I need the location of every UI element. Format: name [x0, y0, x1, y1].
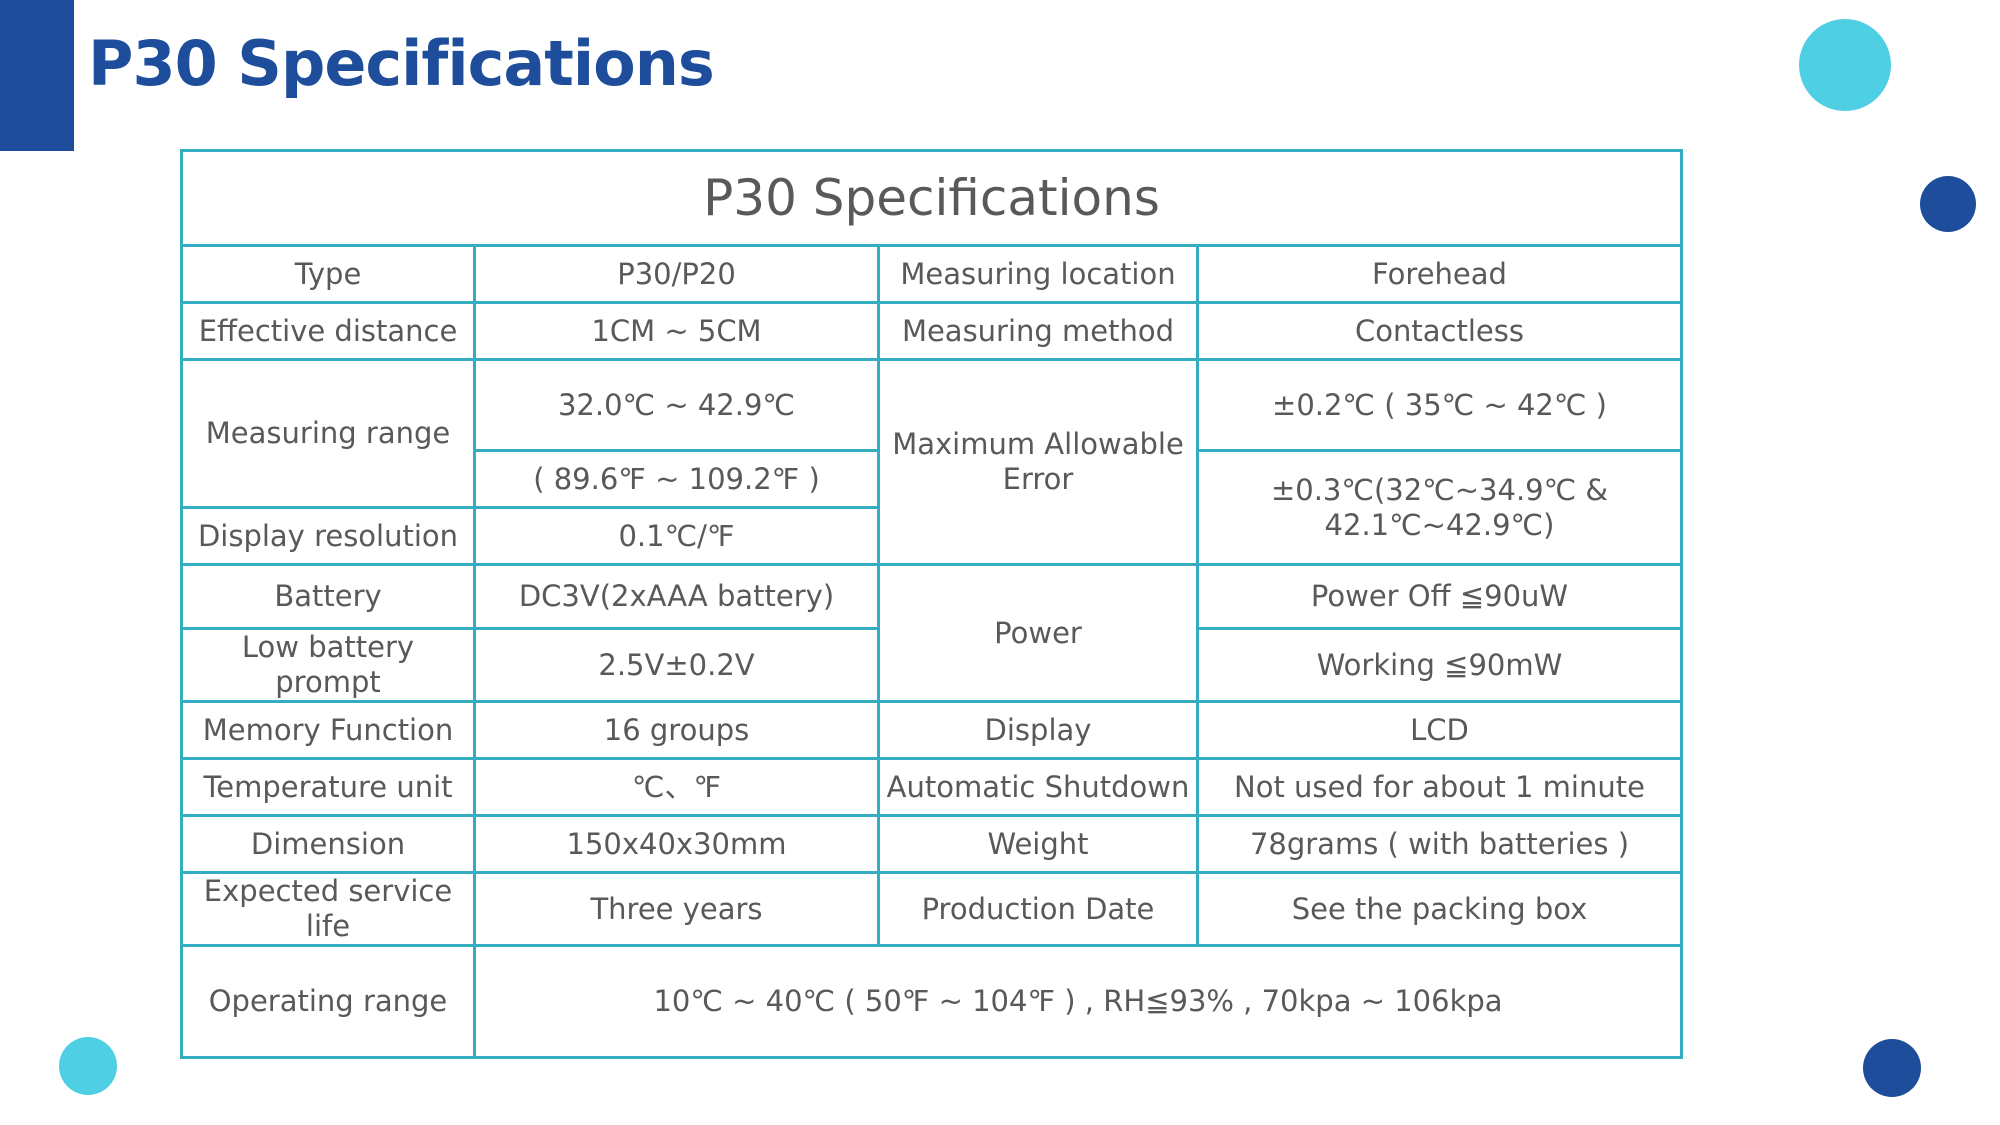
- operating-range-value: 10℃ ~ 40℃ ( 50℉ ~ 104℉ ) , RH≦93% , 70kp…: [473, 944, 1683, 1059]
- service-life-label: Expected service life: [180, 871, 476, 947]
- corner-accent-bar: [0, 0, 74, 151]
- battery-value: DC3V(2xAAA battery): [473, 563, 880, 630]
- measuring-range-fahrenheit: ( 89.6℉ ~ 109.2℉ ): [473, 449, 880, 509]
- table-row: Expected service life Three years Produc…: [180, 871, 1683, 947]
- dimension-value: 150x40x30mm: [473, 814, 880, 874]
- display-label: Display: [877, 700, 1199, 760]
- power-off-value: Power Off ≦90uW: [1196, 563, 1683, 630]
- decorative-dot-blue-right: [1920, 176, 1976, 232]
- measuring-range-celsius: 32.0℃ ~ 42.9℃: [473, 358, 880, 452]
- operating-range-label: Operating range: [180, 944, 476, 1059]
- decorative-dot-cyan-bottom: [59, 1037, 117, 1095]
- table-title-row: P30 Specifications: [180, 149, 1683, 247]
- type-value: P30/P20: [473, 244, 880, 304]
- table-row: Effective distance 1CM ~ 5CM Measuring m…: [180, 301, 1683, 361]
- max-error-value-1: ±0.2℃ ( 35℃ ~ 42℃ ): [1196, 358, 1683, 452]
- service-life-value: Three years: [473, 871, 880, 947]
- table-row: Type P30/P20 Measuring location Forehead: [180, 244, 1683, 304]
- max-error-label: Maximum Allowable Error: [877, 358, 1199, 566]
- table-title: P30 Specifications: [180, 149, 1683, 247]
- battery-label: Battery: [180, 563, 476, 630]
- table-row: Memory Function 16 groups Display LCD: [180, 700, 1683, 760]
- memory-label: Memory Function: [180, 700, 476, 760]
- auto-shutdown-value: Not used for about 1 minute: [1196, 757, 1683, 817]
- table-row: ( 89.6℉ ~ 109.2℉ ) ±0.3℃(32℃~34.9℃ & 42.…: [182, 449, 1683, 566]
- max-error-value-2: ±0.3℃(32℃~34.9℃ & 42.1℃~42.9℃): [1196, 449, 1683, 566]
- table-row: Battery DC3V(2xAAA battery) Power Power …: [180, 563, 1683, 703]
- max-error-value-2-line2: 42.1℃~42.9℃): [1324, 507, 1555, 542]
- dimension-label: Dimension: [180, 814, 476, 874]
- effective-distance-label: Effective distance: [180, 301, 476, 361]
- measuring-location-label: Measuring location: [877, 244, 1199, 304]
- power-working-value: Working ≦90mW: [1196, 627, 1683, 703]
- table-row: Measuring range 32.0℃ ~ 42.9℃ Maximum Al…: [180, 358, 1683, 566]
- measuring-range-label: Measuring range: [180, 358, 476, 509]
- production-date-value: See the packing box: [1196, 871, 1683, 947]
- power-label: Power: [877, 563, 1199, 703]
- max-error-value-2-line1: ±0.3℃(32℃~34.9℃ &: [1270, 472, 1609, 507]
- effective-distance-value: 1CM ~ 5CM: [473, 301, 880, 361]
- weight-value: 78grams ( with batteries ): [1196, 814, 1683, 874]
- page-title: P30 Specifications: [88, 27, 715, 100]
- specifications-table: P30 Specifications Type P30/P20 Measurin…: [180, 149, 1683, 1059]
- low-battery-value: 2.5V±0.2V: [473, 627, 880, 703]
- type-label: Type: [180, 244, 476, 304]
- temp-unit-value: ℃、℉: [473, 757, 880, 817]
- production-date-label: Production Date: [877, 871, 1199, 947]
- table-row: Display resolution 0.1℃/℉: [180, 506, 1682, 566]
- display-value: LCD: [1196, 700, 1683, 760]
- decorative-dot-blue-bottom: [1863, 1039, 1921, 1097]
- auto-shutdown-label: Automatic Shutdown: [877, 757, 1199, 817]
- weight-label: Weight: [877, 814, 1199, 874]
- temp-unit-label: Temperature unit: [180, 757, 476, 817]
- table-row: Low battery prompt 2.5V±0.2V Working ≦90…: [180, 627, 1683, 703]
- table-row: Operating range 10℃ ~ 40℃ ( 50℉ ~ 104℉ )…: [180, 944, 1683, 1059]
- measuring-location-value: Forehead: [1196, 244, 1683, 304]
- display-resolution-value: 0.1℃/℉: [473, 506, 880, 566]
- display-resolution-label: Display resolution: [180, 506, 476, 566]
- table-row: Dimension 150x40x30mm Weight 78grams ( w…: [180, 814, 1683, 874]
- measuring-method-value: Contactless: [1196, 301, 1683, 361]
- table-row: Temperature unit ℃、℉ Automatic Shutdown …: [180, 757, 1683, 817]
- decorative-dot-cyan-top: [1799, 19, 1891, 111]
- memory-value: 16 groups: [473, 700, 880, 760]
- measuring-method-label: Measuring method: [877, 301, 1199, 361]
- low-battery-label: Low battery prompt: [180, 627, 476, 703]
